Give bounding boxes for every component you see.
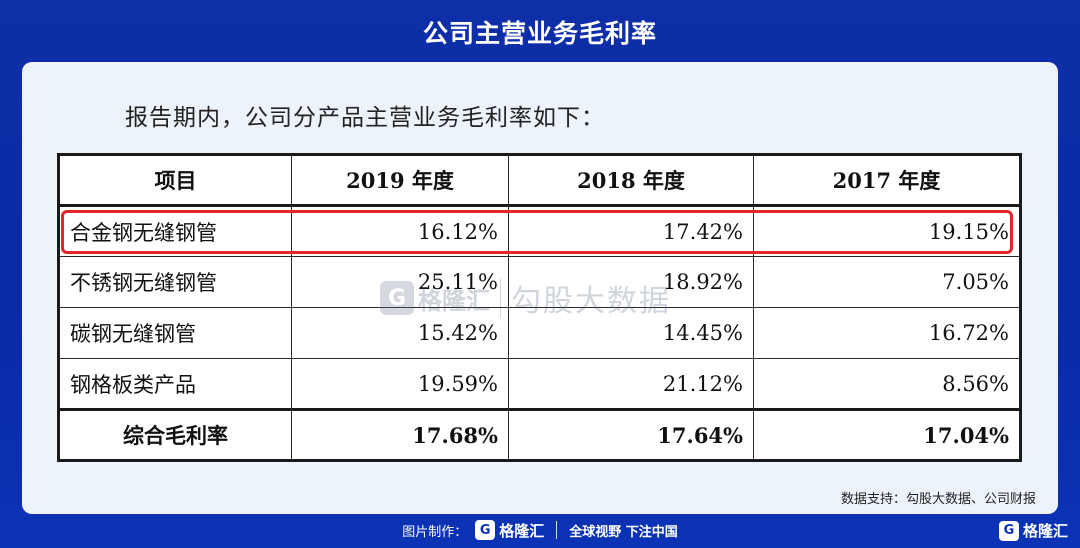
cell-2019: 16.12%: [291, 205, 509, 257]
footer-logo-icon: G: [475, 520, 496, 540]
cell-2018: 18.92%: [508, 256, 754, 308]
table-total-row: 综合毛利率 17.68% 17.64% 17.04%: [58, 408, 1021, 461]
corner-brand: G 格隆汇: [998, 520, 1068, 541]
cell-2018: 21.12%: [508, 358, 754, 410]
row-label: 不锈钢无缝钢管: [58, 256, 292, 308]
cell-2018: 14.45%: [508, 307, 754, 359]
row-label: 钢格板类产品: [58, 358, 292, 410]
table-row: 不锈钢无缝钢管 25.11% 18.92% 7.05%: [58, 256, 1021, 308]
cell-2019: 15.42%: [291, 307, 509, 359]
intro-text: 报告期内，公司分产品主营业务毛利率如下：: [125, 105, 605, 131]
footer-divider: [556, 521, 558, 539]
total-2017: 17.04%: [753, 408, 1021, 461]
total-label: 综合毛利率: [58, 408, 292, 461]
cell-2017: 7.05%: [753, 256, 1021, 308]
page-title: 公司主营业务毛利率: [422, 19, 657, 48]
cell-2017: 8.56%: [753, 358, 1021, 410]
row-label: 碳钢无缝钢管: [58, 307, 292, 359]
column-header-2017: 2017 年度: [753, 154, 1021, 207]
corner-brand-text: 格隆汇: [1022, 522, 1068, 540]
row-label: 合金钢无缝钢管: [58, 205, 292, 257]
total-2018: 17.64%: [508, 408, 754, 461]
column-header-2019: 2019 年度: [291, 154, 509, 207]
table-row: 合金钢无缝钢管 16.12% 17.42% 19.15%: [58, 205, 1021, 257]
cell-2019: 25.11%: [291, 256, 509, 308]
footer: 图片制作： G 格隆汇 全球视野 下注中国: [0, 518, 1080, 542]
total-2019: 17.68%: [291, 408, 509, 461]
cell-2018: 17.42%: [508, 205, 754, 257]
table-header-row: 项目 2019 年度 2018 年度 2017 年度: [58, 154, 1021, 207]
gross-margin-table: 项目 2019 年度 2018 年度 2017 年度 合金钢无缝钢管 16.12…: [57, 153, 1022, 462]
table-row: 钢格板类产品 19.59% 21.12% 8.56%: [58, 358, 1021, 410]
cell-2017: 16.72%: [753, 307, 1021, 359]
content-card: 报告期内，公司分产品主营业务毛利率如下： 项目 2019 年度 2018 年度 …: [22, 62, 1058, 514]
footer-brand: 格隆汇: [499, 521, 545, 540]
corner-logo-icon: G: [998, 520, 1019, 541]
cell-2019: 19.59%: [291, 358, 509, 410]
column-header-item: 项目: [58, 154, 292, 207]
footer-made-by: 图片制作：: [402, 524, 468, 540]
column-header-2018: 2018 年度: [508, 154, 754, 207]
table-row: 碳钢无缝钢管 15.42% 14.45% 16.72%: [58, 307, 1021, 359]
cell-2017: 19.15%: [753, 205, 1021, 257]
source-note: 数据支持：勾股大数据、公司财报: [840, 492, 1036, 507]
footer-slogan: 全球视野 下注中国: [569, 524, 678, 540]
